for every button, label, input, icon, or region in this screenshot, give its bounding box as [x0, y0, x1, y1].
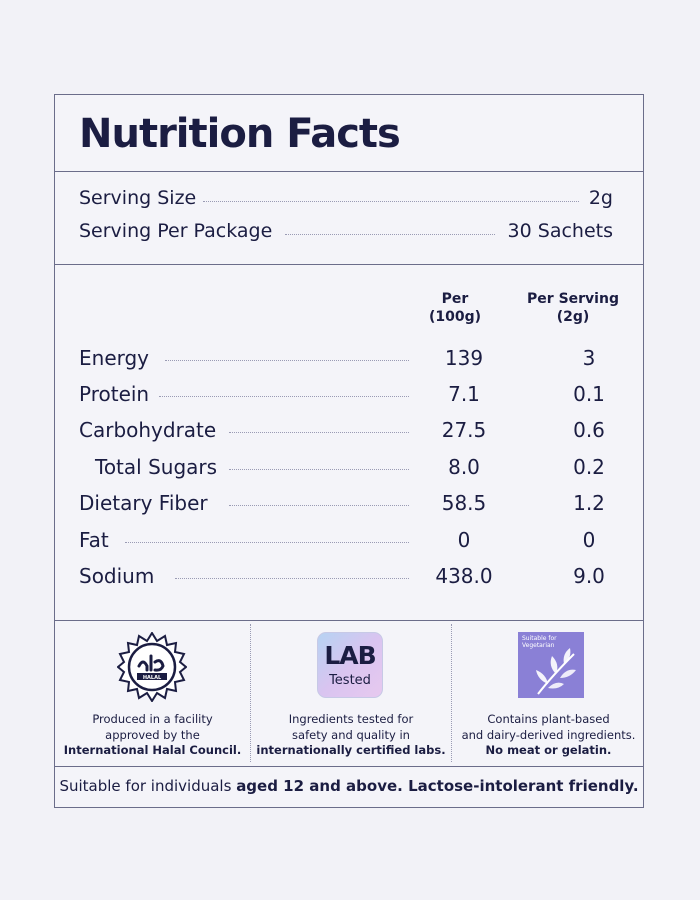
nutrient-label: Sodium	[79, 564, 155, 588]
nutrients-section: Per (100g) Per Serving (2g) Energy 139 3…	[55, 264, 643, 621]
nutrient-perserving-value: 0.2	[573, 455, 605, 479]
dot-leader	[285, 234, 495, 235]
nutrient-row-protein: Protein 7.1 0.1	[79, 382, 643, 408]
nutrition-panel: Nutrition Facts Serving Size 2g Serving …	[54, 94, 644, 808]
vegetarian-logo-text: Vegetarian	[522, 642, 555, 649]
nutrient-per100-value: 27.5	[441, 418, 487, 442]
nutrient-label: Carbohydrate	[79, 418, 217, 442]
dot-leader	[229, 469, 409, 470]
column-header-line: (100g)	[428, 309, 482, 325]
caption-line: approved by the	[105, 727, 200, 742]
column-header-line: Per Serving	[527, 291, 619, 307]
footer-text-bold: aged 12 and above. Lactose-intolerant fr…	[236, 777, 639, 795]
nutrient-perserving-value: 9.0	[573, 564, 605, 588]
column-header-per-serving: Per Serving (2g)	[523, 290, 623, 326]
vegetarian-leaf-icon: Suitable for Vegetarian	[518, 632, 584, 698]
serving-per-package-value: 30 Sachets	[507, 220, 613, 242]
lab-tested-badge: LAB Tested Ingredients tested for safety…	[251, 620, 451, 766]
column-header-per-100g: Per (100g)	[415, 290, 495, 326]
serving-per-package-label: Serving Per Package	[79, 220, 273, 242]
dot-leader	[165, 360, 409, 361]
nutrient-label: Fat	[79, 528, 109, 552]
halal-caption: Produced in a facility approved by the I…	[55, 712, 250, 759]
halal-logo-text: HALAL	[143, 675, 162, 681]
dot-leader	[229, 432, 409, 433]
caption-bold: International Halal Council.	[63, 743, 242, 757]
nutrient-row-energy: Energy 139 3	[79, 346, 643, 372]
caption-line: safety and quality in	[292, 727, 410, 742]
dot-leader	[203, 201, 579, 202]
badge-divider	[451, 624, 452, 762]
nutrient-per100-value: 139	[444, 346, 484, 370]
nutrient-per100-value: 8.0	[448, 455, 480, 479]
nutrient-perserving-value: 1.2	[573, 491, 605, 515]
caption-bold: internationally certified labs.	[256, 743, 446, 757]
caption-bold: No meat or gelatin.	[485, 743, 612, 757]
column-header-line: Per	[441, 291, 469, 307]
vegetarian-caption: Contains plant-based and dairy-derived i…	[452, 712, 645, 759]
nutrient-label: Dietary Fiber	[79, 491, 208, 515]
nutrient-per100-value: 7.1	[448, 382, 480, 406]
lab-logo-subtext: Tested	[329, 673, 371, 688]
nutrient-perserving-value: 0	[582, 528, 596, 552]
halal-badge: HALAL Produced in a facility approved by…	[55, 620, 250, 766]
nutrient-per100-value: 438.0	[435, 564, 493, 588]
dot-leader	[159, 396, 409, 397]
serving-section: Serving Size 2g Serving Per Package 30 S…	[55, 171, 643, 265]
nutrient-row-sodium: Sodium 438.0 9.0	[79, 564, 643, 590]
nutrient-label: Protein	[79, 382, 150, 406]
footer-text: Suitable for individuals	[59, 777, 237, 795]
title-section: Nutrition Facts	[55, 95, 643, 172]
dot-leader	[125, 542, 409, 543]
nutrient-row-carbohydrate: Carbohydrate 27.5 0.6	[79, 418, 643, 444]
caption-line: Produced in a facility	[92, 712, 213, 726]
nutrient-label: Energy	[79, 346, 150, 370]
lab-tested-icon: LAB Tested	[317, 632, 383, 698]
lab-logo-text: LAB	[324, 641, 376, 670]
badges-section: HALAL Produced in a facility approved by…	[55, 620, 643, 767]
caption-line: Contains plant-based	[487, 712, 610, 726]
dot-leader	[229, 505, 409, 506]
footer-note: Suitable for individuals aged 12 and abo…	[55, 777, 643, 795]
leaf-branch-icon	[536, 648, 576, 695]
dot-leader	[175, 578, 409, 579]
nutrient-row-total-sugars: Total Sugars 8.0 0.2	[79, 455, 643, 481]
nutrient-label: Total Sugars	[95, 455, 218, 479]
serving-size-row: Serving Size 2g	[79, 187, 613, 213]
nutrient-per100-value: 58.5	[441, 491, 487, 515]
nutrient-perserving-value: 3	[582, 346, 596, 370]
nutrient-row-fat: Fat 0 0	[79, 528, 643, 554]
lab-caption: Ingredients tested for safety and qualit…	[251, 712, 451, 759]
badge-divider	[250, 624, 251, 762]
serving-per-package-row: Serving Per Package 30 Sachets	[79, 220, 613, 246]
vegetarian-logo-text: Suitable for	[522, 635, 557, 642]
page-title: Nutrition Facts	[79, 111, 401, 157]
serving-size-label: Serving Size	[79, 187, 197, 209]
serving-size-value: 2g	[588, 187, 613, 209]
nutrient-row-dietary-fiber: Dietary Fiber 58.5 1.2	[79, 491, 643, 517]
nutrient-per100-value: 0	[457, 528, 471, 552]
column-header-line: (2g)	[556, 309, 590, 325]
caption-line: and dairy-derived ingredients.	[461, 727, 636, 742]
caption-line: Ingredients tested for	[288, 712, 414, 726]
nutrient-perserving-value: 0.1	[573, 382, 605, 406]
vegetarian-badge: Suitable for Vegetarian Contains plant-b…	[452, 620, 645, 766]
nutrient-perserving-value: 0.6	[573, 418, 605, 442]
halal-seal-icon: HALAL	[117, 632, 187, 702]
